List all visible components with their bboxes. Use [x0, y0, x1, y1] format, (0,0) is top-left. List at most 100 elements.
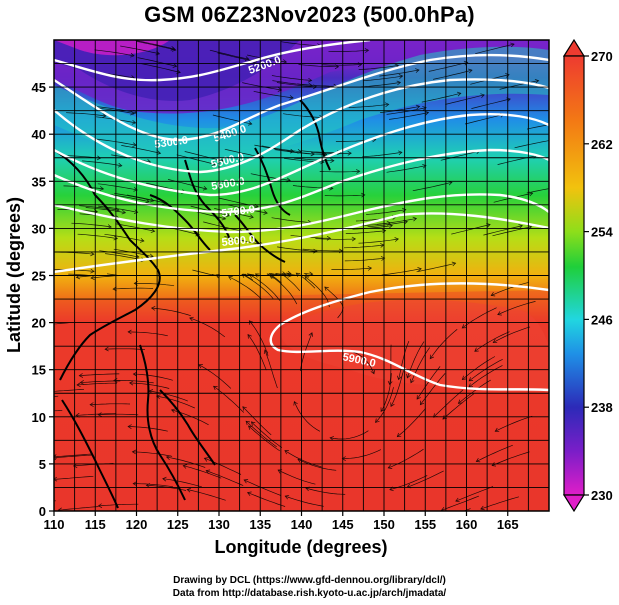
y-tick-label: 20 — [32, 316, 46, 331]
streamline-arrow — [510, 42, 515, 48]
streamline — [224, 236, 264, 246]
streamline — [204, 457, 242, 475]
x-tick-label: 155 — [414, 517, 436, 532]
streamline — [94, 49, 135, 57]
streamline — [96, 138, 137, 146]
streamline-arrow — [290, 148, 295, 154]
streamline-arrow — [243, 479, 249, 484]
colorbar-body — [563, 55, 585, 496]
streamline-arrow — [247, 121, 253, 126]
streamline — [514, 140, 549, 149]
streamline — [305, 487, 346, 495]
streamline — [54, 475, 94, 480]
streamline — [476, 444, 513, 462]
streamline-arrow — [247, 425, 253, 430]
streamline — [297, 83, 338, 87]
streamline-arrow — [324, 286, 329, 291]
x-tick-label: 160 — [456, 517, 478, 532]
colorbar-top-arrow — [562, 38, 586, 57]
streamline — [176, 154, 216, 165]
streamline-arrow — [150, 228, 156, 233]
streamline — [54, 500, 56, 502]
streamline — [75, 413, 116, 416]
streamline-arrow — [491, 462, 497, 467]
streamline-arrow — [127, 329, 132, 335]
streamline — [380, 106, 420, 113]
streamline-arrow — [330, 158, 335, 164]
contour-label-5300: 5300.0 — [154, 134, 189, 151]
y-axis-title: Latitude (degrees) — [4, 197, 24, 353]
streamline — [293, 401, 321, 432]
streamline-arrow — [44, 390, 48, 394]
contour-5400 — [54, 78, 549, 174]
wind-streamlines — [16, 40, 554, 511]
streamline-arrow — [22, 410, 26, 414]
streamline — [243, 479, 282, 496]
streamline — [141, 63, 181, 73]
streamline — [421, 92, 461, 103]
streamline-arrow — [361, 192, 366, 198]
streamline-arrow — [380, 256, 386, 261]
streamline-arrow — [242, 406, 247, 411]
streamline — [495, 415, 533, 432]
streamline-arrow — [170, 408, 176, 414]
streamline — [491, 451, 530, 466]
y-tick-label: 35 — [32, 174, 46, 189]
y-tick-label: 45 — [32, 80, 46, 95]
streamline — [442, 393, 475, 420]
streamline — [388, 448, 424, 469]
streamline — [71, 222, 112, 228]
streamline-arrow — [165, 455, 171, 460]
streamline-arrow — [121, 209, 127, 215]
streamline-arrow — [480, 505, 485, 511]
streamline — [397, 408, 426, 437]
streamline-arrow — [419, 400, 425, 406]
streamline-arrow — [422, 106, 427, 111]
streamline — [151, 307, 191, 317]
streamline — [360, 82, 401, 88]
streamline-arrow — [132, 371, 138, 377]
streamline-arrow — [263, 210, 268, 215]
streamline-arrow — [249, 274, 254, 279]
streamline — [132, 451, 173, 457]
streamline — [407, 470, 444, 488]
streamline-arrow — [463, 60, 469, 66]
streamline-arrow — [16, 501, 20, 505]
streamline — [162, 478, 202, 488]
streamline — [344, 257, 385, 262]
streamline — [280, 41, 321, 47]
streamline — [136, 41, 176, 51]
streamline-arrow — [461, 324, 467, 329]
streamline — [277, 246, 317, 252]
streamline-arrow — [284, 450, 289, 455]
streamline-arrow — [518, 224, 523, 229]
streamline-arrow — [156, 150, 162, 155]
streamline-arrow — [246, 491, 252, 497]
streamline-arrow — [130, 110, 135, 116]
streamline-arrow — [429, 354, 434, 360]
streamline-arrow — [550, 138, 554, 142]
streamline-arrow — [396, 80, 402, 86]
streamline — [342, 449, 382, 459]
streamline — [254, 144, 294, 152]
streamline-arrow — [384, 102, 390, 108]
streamline — [271, 217, 312, 223]
credits-line-1: Drawing by DCL (https://www.gfd-dennou.o… — [173, 575, 446, 586]
streamline — [345, 230, 386, 234]
streamline — [458, 379, 491, 404]
streamline-arrow — [468, 68, 473, 74]
streamline — [284, 450, 322, 468]
y-tick-label: 40 — [32, 127, 46, 142]
streamline-arrow — [254, 273, 260, 278]
streamline — [330, 430, 369, 440]
colorbar-tick-label: 230 — [591, 488, 613, 503]
streamline — [166, 456, 206, 468]
magenta-core — [54, 40, 170, 56]
streamline — [214, 208, 254, 218]
streamline — [183, 465, 222, 479]
streamline — [90, 403, 131, 406]
streamline — [526, 188, 549, 194]
streamline-arrow — [131, 119, 137, 125]
grid-lines — [54, 40, 549, 511]
streamline — [348, 103, 389, 108]
